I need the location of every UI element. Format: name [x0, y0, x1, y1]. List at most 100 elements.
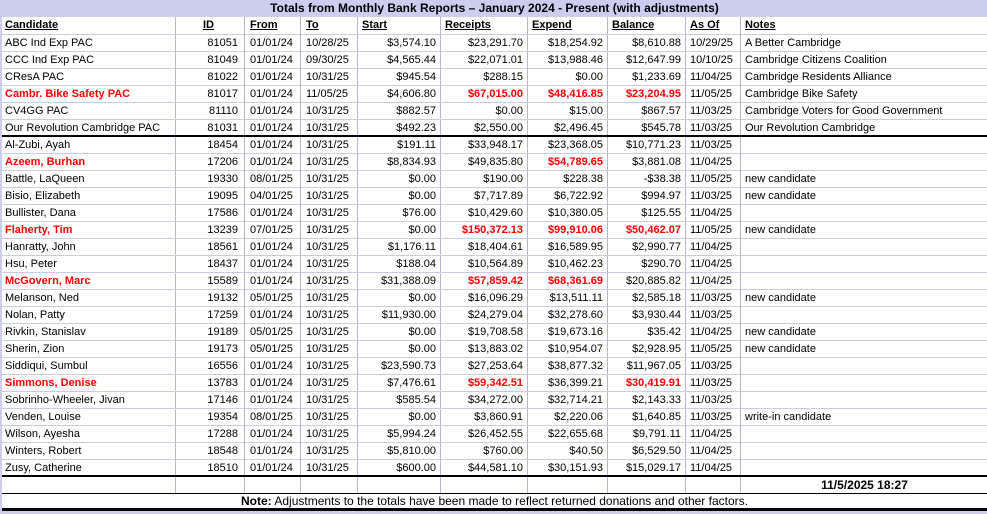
cell-candidate: Nolan, Patty — [2, 307, 176, 323]
cell-notes — [741, 307, 987, 323]
cell-asof: 11/03/25 — [686, 392, 741, 408]
cell-start: $0.00 — [358, 324, 441, 340]
empty-cell — [2, 477, 176, 493]
cell-asof: 11/03/25 — [686, 188, 741, 204]
cell-to: 10/31/25 — [301, 188, 358, 204]
table-row: Nolan, Patty 17259 01/01/24 10/31/25 $11,930… — [2, 307, 987, 324]
empty-cell — [528, 477, 608, 493]
cell-receipts: $2,550.00 — [441, 120, 528, 135]
table-row: Sherin, Zion 19173 05/01/25 10/31/25 $0.00 $1… — [2, 341, 987, 358]
cell-expend: $40.50 — [528, 443, 608, 459]
column-header-notes: Notes — [741, 17, 987, 34]
cell-id: 15589 — [176, 273, 245, 289]
cell-balance: $1,640.85 — [608, 409, 686, 425]
table-row: Simmons, Denise 13783 01/01/24 10/31/25 $7,4… — [2, 375, 987, 392]
cell-id: 19354 — [176, 409, 245, 425]
cell-notes: new candidate — [745, 326, 816, 338]
table-row: Bisio, Elizabeth 19095 04/01/25 10/31/25 $0.… — [2, 188, 987, 205]
column-header-label: To — [306, 19, 319, 31]
cell-start: $188.04 — [358, 256, 441, 272]
cell-receipts: $44,581.10 — [441, 460, 528, 475]
table-row: Siddiqui, Sumbul 16556 01/01/24 10/31/25 $23… — [2, 358, 987, 375]
cell-id: 81022 — [176, 69, 245, 85]
cell-to: 10/31/25 — [301, 256, 358, 272]
cell-expend: $228.38 — [528, 171, 608, 187]
table-row: Hanratty, John 18561 01/01/24 10/31/25 $1,17… — [2, 239, 987, 256]
cell-asof: 11/03/25 — [686, 307, 741, 323]
empty-cell — [358, 477, 441, 493]
footer-note: Note: Adjustments to the totals have bee… — [2, 494, 987, 511]
cell-start: $23,590.73 — [358, 358, 441, 374]
cell-from: 01/01/24 — [245, 375, 301, 391]
cell-receipts: $3,860.91 — [441, 409, 528, 425]
cell-start: $600.00 — [358, 460, 441, 475]
cell-receipts: $57,859.42 — [441, 273, 528, 289]
cell-balance: $290.70 — [608, 256, 686, 272]
cell-asof: 11/05/25 — [686, 171, 741, 187]
cell-from: 01/01/24 — [245, 69, 301, 85]
cell-to: 10/31/25 — [301, 273, 358, 289]
cell-candidate: Sherin, Zion — [2, 341, 176, 357]
cell-candidate: Sobrinho-Wheeler, Jivan — [2, 392, 176, 408]
cell-to: 10/31/25 — [301, 154, 358, 170]
table-body: ABC Ind Exp PAC 81051 01/01/24 10/28/25 $3,5… — [2, 35, 987, 477]
cell-asof: 11/04/25 — [686, 460, 741, 475]
empty-cell — [608, 477, 686, 493]
cell-balance: $867.57 — [608, 103, 686, 119]
cell-start: $31,388.09 — [358, 273, 441, 289]
cell-notes: Our Revolution Cambridge — [745, 122, 876, 134]
cell-to: 10/31/25 — [301, 307, 358, 323]
cell-notes: Cambridge Voters for Good Government — [745, 105, 943, 117]
cell-to: 10/31/25 — [301, 392, 358, 408]
cell-id: 18510 — [176, 460, 245, 475]
cell-candidate: Hsu, Peter — [2, 256, 176, 272]
cell-balance: $994.97 — [608, 188, 686, 204]
cell-to: 10/31/25 — [301, 222, 358, 238]
cell-start: $7,476.61 — [358, 375, 441, 391]
cell-id: 17288 — [176, 426, 245, 442]
cell-expend: $32,278.60 — [528, 307, 608, 323]
cell-candidate: Flaherty, Tim — [2, 222, 176, 238]
cell-id: 13239 — [176, 222, 245, 238]
cell-id: 16556 — [176, 358, 245, 374]
cell-id: 81049 — [176, 52, 245, 68]
cell-expend: $0.00 — [528, 69, 608, 85]
cell-start: $492.23 — [358, 120, 441, 135]
cell-receipts: $10,429.60 — [441, 205, 528, 221]
cell-balance: $23,204.95 — [608, 86, 686, 102]
bottom-strip — [2, 511, 987, 514]
table-row: Venden, Louise 19354 08/01/25 10/31/25 $0.00… — [2, 409, 987, 426]
cell-notes — [741, 392, 987, 408]
cell-notes — [741, 358, 987, 374]
cell-to: 10/31/25 — [301, 69, 358, 85]
cell-receipts: $34,272.00 — [441, 392, 528, 408]
cell-id: 17259 — [176, 307, 245, 323]
cell-asof: 11/04/25 — [686, 239, 741, 255]
cell-balance: $3,930.44 — [608, 307, 686, 323]
header-row: Candidate ID From To Start Receipts Expend Bala… — [2, 17, 987, 35]
cell-start: $4,606.80 — [358, 86, 441, 102]
cell-start: $1,176.11 — [358, 239, 441, 255]
cell-asof: 11/03/25 — [686, 120, 741, 135]
cell-from: 01/01/24 — [245, 103, 301, 119]
report-title: Totals from Monthly Bank Reports – Janua… — [2, 0, 987, 17]
cell-to: 10/31/25 — [301, 205, 358, 221]
table-row: Wilson, Ayesha 17288 01/01/24 10/31/25 $5,99… — [2, 426, 987, 443]
cell-id: 81051 — [176, 35, 245, 51]
cell-candidate: CResA PAC — [2, 69, 176, 85]
column-header-id: ID — [176, 17, 245, 34]
cell-expend: $19,673.16 — [528, 324, 608, 340]
cell-candidate: Winters, Robert — [2, 443, 176, 459]
cell-to: 10/31/25 — [301, 103, 358, 119]
cell-expend: $2,496.45 — [528, 120, 608, 135]
cell-asof: 11/03/25 — [686, 290, 741, 306]
cell-candidate: Wilson, Ayesha — [2, 426, 176, 442]
cell-candidate: McGovern, Marc — [2, 273, 176, 289]
cell-from: 01/01/24 — [245, 358, 301, 374]
column-header-to: To — [301, 17, 358, 34]
cell-expend: $54,789.65 — [528, 154, 608, 170]
cell-asof: 11/03/25 — [686, 103, 741, 119]
cell-asof: 11/05/25 — [686, 341, 741, 357]
cell-balance: $2,990.77 — [608, 239, 686, 255]
cell-balance: $1,233.69 — [608, 69, 686, 85]
